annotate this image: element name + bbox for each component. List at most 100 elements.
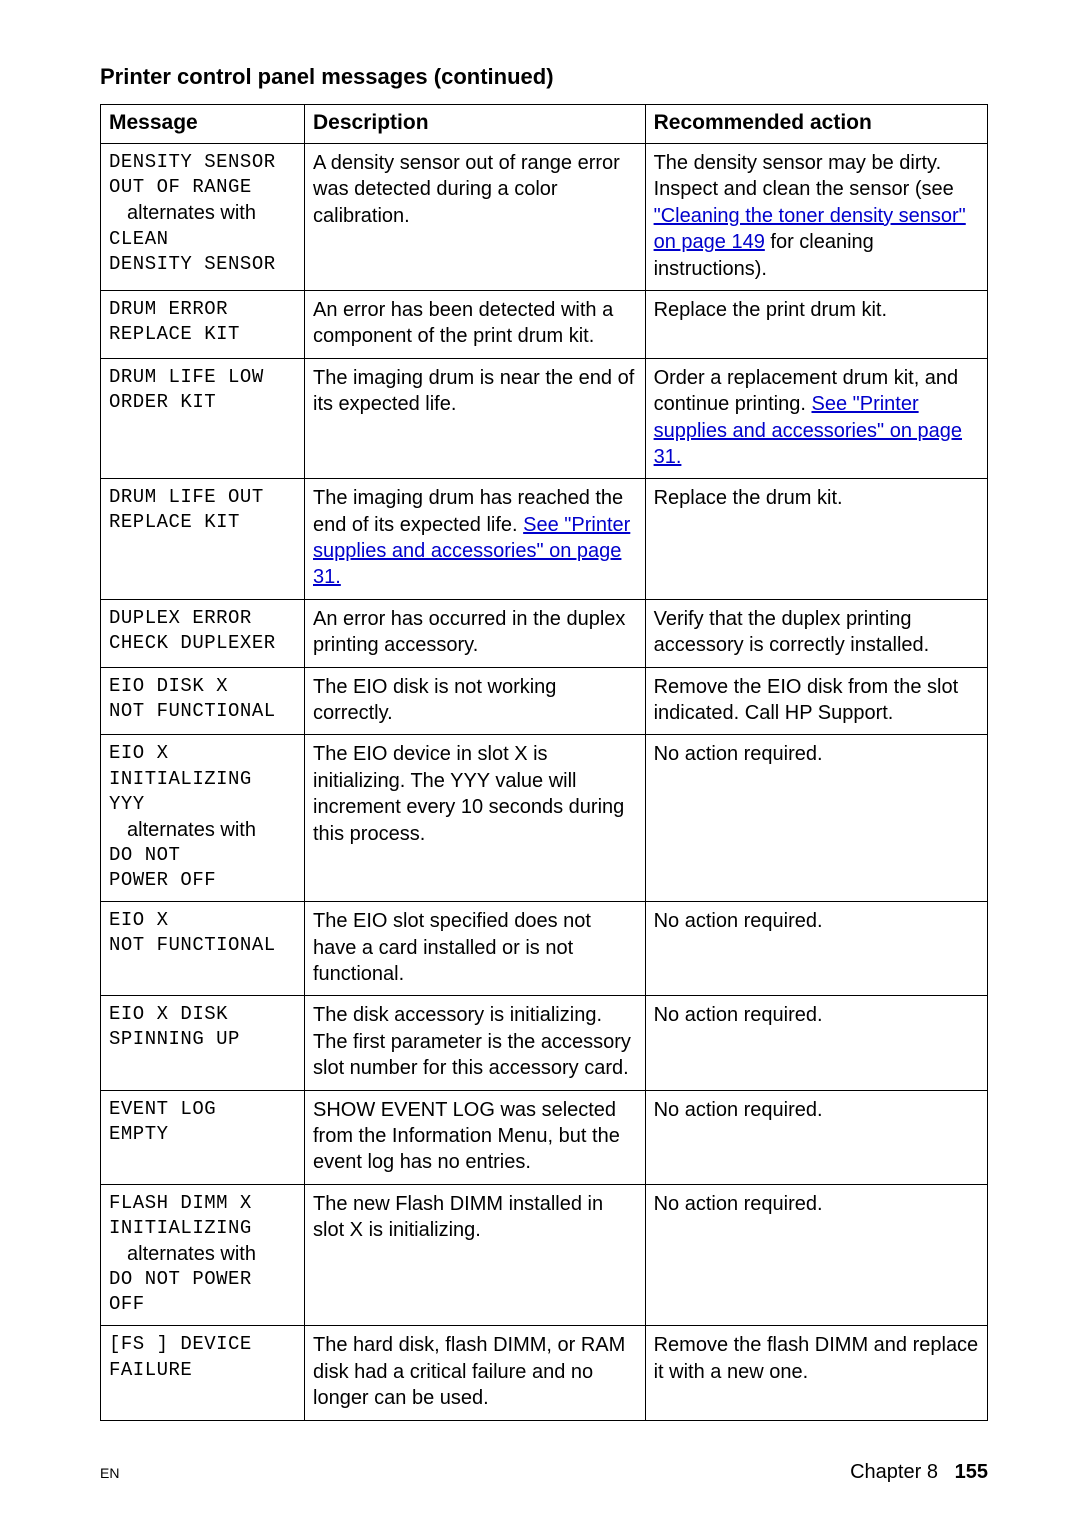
text-span: An error has been detected with a compon…: [313, 299, 613, 347]
table-row: DUPLEX ERRORCHECK DUPLEXERAn error has o…: [101, 599, 988, 667]
page-footer: EN Chapter 8 155: [100, 1461, 988, 1484]
cell-action: Order a replacement drum kit, and contin…: [645, 358, 987, 479]
table-row: [FS ] DEVICEFAILUREThe hard disk, flash …: [101, 1326, 988, 1420]
message-line: INITIALIZING: [109, 1216, 296, 1241]
footer-language: EN: [100, 1465, 119, 1481]
cell-action: No action required.: [645, 1090, 987, 1184]
text-span: A density sensor out of range error was …: [313, 152, 620, 227]
cell-message: EIO DISK XNOT FUNCTIONAL: [101, 667, 305, 735]
text-span: Verify that the duplex printing accessor…: [654, 608, 930, 656]
text-span: The new Flash DIMM installed in slot X i…: [313, 1193, 603, 1241]
text-span: The EIO disk is not working correctly.: [313, 676, 556, 724]
footer-right: Chapter 8 155: [850, 1461, 988, 1484]
cell-description: An error has been detected with a compon…: [305, 290, 646, 358]
text-span: An error has occurred in the duplex prin…: [313, 608, 625, 656]
cell-action: No action required.: [645, 902, 987, 996]
table-row: EIO XINITIALIZING YYYalternates withDO N…: [101, 735, 988, 902]
text-span: Remove the EIO disk from the slot indica…: [654, 676, 959, 724]
col-header-description: Description: [305, 105, 646, 144]
cell-action: Remove the flash DIMM and replace it wit…: [645, 1326, 987, 1420]
table-row: EIO XNOT FUNCTIONALThe EIO slot specifie…: [101, 902, 988, 996]
messages-table: Message Description Recommended action D…: [100, 104, 988, 1421]
cell-message: [FS ] DEVICEFAILURE: [101, 1326, 305, 1420]
message-line: DRUM LIFE LOW: [109, 365, 296, 390]
cell-action: The density sensor may be dirty. Inspect…: [645, 144, 987, 291]
message-line: CLEAN: [109, 227, 296, 252]
cell-description: The imaging drum has reached the end of …: [305, 479, 646, 600]
table-row: DRUM ERRORREPLACE KITAn error has been d…: [101, 290, 988, 358]
text-span: The EIO device in slot X is initializing…: [313, 743, 624, 844]
message-line: DO NOT POWER OFF: [109, 1267, 296, 1317]
table-row: EIO DISK XNOT FUNCTIONALThe EIO disk is …: [101, 667, 988, 735]
message-line: SPINNING UP: [109, 1027, 296, 1052]
message-line: DENSITY SENSOR: [109, 252, 296, 277]
col-header-message: Message: [101, 105, 305, 144]
cell-message: EVENT LOGEMPTY: [101, 1090, 305, 1184]
message-line: REPLACE KIT: [109, 510, 296, 535]
page-root: Printer control panel messages (continue…: [0, 0, 1080, 1524]
message-line: EIO X: [109, 908, 296, 933]
message-line: DO NOT: [109, 843, 296, 868]
text-span: Replace the print drum kit.: [654, 299, 887, 321]
cell-message: EIO XNOT FUNCTIONAL: [101, 902, 305, 996]
cell-description: The EIO disk is not working correctly.: [305, 667, 646, 735]
cell-action: No action required.: [645, 735, 987, 902]
cell-description: The hard disk, flash DIMM, or RAM disk h…: [305, 1326, 646, 1420]
cell-description: The EIO slot specified does not have a c…: [305, 902, 646, 996]
message-line: POWER OFF: [109, 868, 296, 893]
table-row: DENSITY SENSOROUT OF RANGEalternates wit…: [101, 144, 988, 291]
cell-action: Verify that the duplex printing accessor…: [645, 599, 987, 667]
table-row: DRUM LIFE OUTREPLACE KITThe imaging drum…: [101, 479, 988, 600]
cell-action: Replace the print drum kit.: [645, 290, 987, 358]
page-title: Printer control panel messages (continue…: [100, 64, 988, 90]
table-row: FLASH DIMM XINITIALIZINGalternates withD…: [101, 1184, 988, 1326]
table-row: EIO X DISKSPINNING UP The disk accessory …: [101, 996, 988, 1090]
message-line: ORDER KIT: [109, 390, 296, 415]
message-line: DRUM LIFE OUT: [109, 485, 296, 510]
text-span: The density sensor may be dirty. Inspect…: [654, 152, 954, 200]
text-span: No action required.: [654, 1193, 823, 1215]
cell-description: The EIO device in slot X is initializing…: [305, 735, 646, 902]
cell-description: The new Flash DIMM installed in slot X i…: [305, 1184, 646, 1326]
message-line: alternates with: [109, 1241, 296, 1267]
message-line: EVENT LOG: [109, 1097, 296, 1122]
message-line: NOT FUNCTIONAL: [109, 699, 296, 724]
cell-description: The disk accessory is initializing. The …: [305, 996, 646, 1090]
text-span: No action required.: [654, 1004, 823, 1026]
footer-chapter-label: Chapter 8: [850, 1461, 938, 1483]
message-line: OUT OF RANGE: [109, 175, 296, 200]
cell-description: A density sensor out of range error was …: [305, 144, 646, 291]
message-line: [FS ] DEVICE: [109, 1332, 296, 1357]
footer-page-number: 155: [955, 1461, 988, 1483]
cell-message: DENSITY SENSOROUT OF RANGEalternates wit…: [101, 144, 305, 291]
message-line: DENSITY SENSOR: [109, 150, 296, 175]
text-span: Replace the drum kit.: [654, 487, 843, 509]
message-line: CHECK DUPLEXER: [109, 631, 296, 656]
cell-message: FLASH DIMM XINITIALIZINGalternates withD…: [101, 1184, 305, 1326]
cell-description: SHOW EVENT LOG was selected from the Inf…: [305, 1090, 646, 1184]
cell-description: An error has occurred in the duplex prin…: [305, 599, 646, 667]
cell-action: Replace the drum kit.: [645, 479, 987, 600]
cell-message: DRUM ERRORREPLACE KIT: [101, 290, 305, 358]
message-line: EIO X DISK: [109, 1002, 296, 1027]
message-line: DUPLEX ERROR: [109, 606, 296, 631]
cell-action: Remove the EIO disk from the slot indica…: [645, 667, 987, 735]
col-header-action: Recommended action: [645, 105, 987, 144]
cell-description: The imaging drum is near the end of its …: [305, 358, 646, 479]
text-span: No action required.: [654, 910, 823, 932]
cell-message: DRUM LIFE OUTREPLACE KIT: [101, 479, 305, 600]
table-row: DRUM LIFE LOWORDER KITThe imaging drum i…: [101, 358, 988, 479]
message-line: EMPTY: [109, 1122, 296, 1147]
text-span: No action required.: [654, 743, 823, 765]
text-span: SHOW EVENT LOG was selected from the Inf…: [313, 1099, 620, 1174]
cell-message: DUPLEX ERRORCHECK DUPLEXER: [101, 599, 305, 667]
cell-message: EIO XINITIALIZING YYYalternates withDO N…: [101, 735, 305, 902]
message-line: alternates with: [109, 817, 296, 843]
message-line: alternates with: [109, 200, 296, 226]
cell-message: DRUM LIFE LOWORDER KIT: [101, 358, 305, 479]
message-line: NOT FUNCTIONAL: [109, 933, 296, 958]
cell-action: No action required.: [645, 1184, 987, 1326]
message-line: REPLACE KIT: [109, 322, 296, 347]
text-span: Remove the flash DIMM and replace it wit…: [654, 1334, 979, 1382]
cell-action: No action required.: [645, 996, 987, 1090]
